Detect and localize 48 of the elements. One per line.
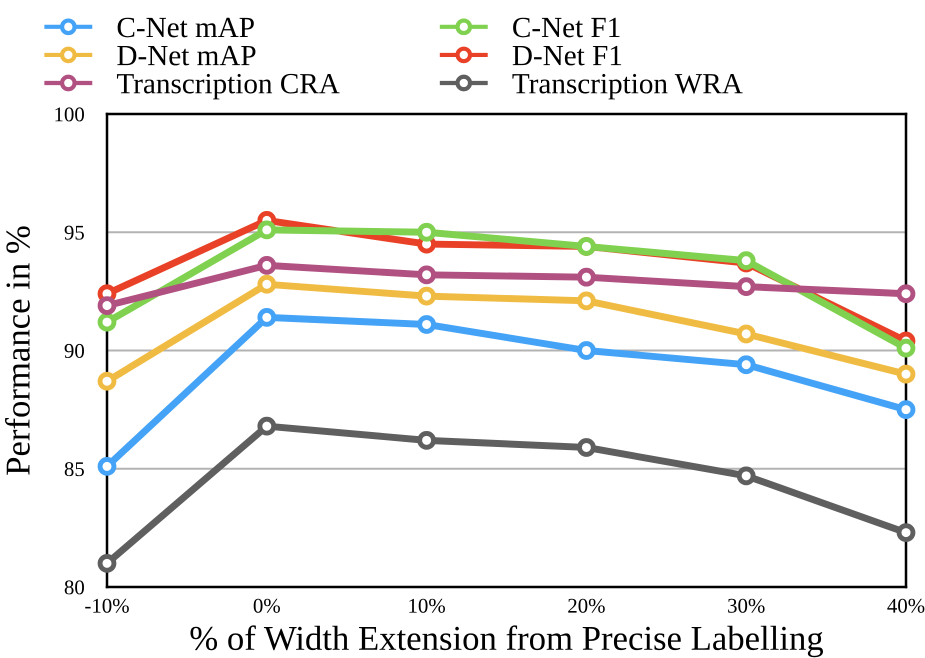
point (257, 274, 276, 294)
point (736, 355, 756, 374)
point (417, 430, 436, 450)
point (577, 268, 596, 287)
point (257, 308, 276, 327)
legend-label: Transcription WRA (512, 74, 743, 100)
y-tick-label: 100 (55, 107, 84, 122)
legend-label: Transcription CRA (116, 74, 340, 100)
x-tick-label: 0% (254, 598, 280, 613)
y-tick-label: 85 (64, 462, 84, 476)
point (417, 222, 436, 242)
point (257, 416, 276, 436)
point (736, 324, 756, 344)
point (417, 315, 436, 334)
point (257, 220, 276, 240)
y-tick-label: 80 (64, 580, 84, 594)
legend-label: D-Net F1 (512, 46, 622, 66)
y-axis-title: Performance in % (5, 226, 30, 475)
point (98, 554, 116, 573)
x-axis-title: % of Width Extension from Precise Labelling (190, 625, 824, 658)
point (577, 291, 596, 310)
point (417, 286, 436, 306)
point (98, 312, 116, 332)
legend-label: C-Net mAP (118, 18, 254, 38)
y-tick-label: 90 (64, 344, 84, 358)
point (896, 400, 916, 419)
x-tick-label: 30% (728, 598, 765, 613)
point (736, 277, 756, 296)
point (896, 523, 916, 542)
legend-label: C-Net F1 (513, 18, 620, 38)
point (896, 284, 916, 304)
point (257, 256, 276, 275)
y-tick-label: 95 (64, 226, 84, 240)
point (896, 364, 916, 384)
x-tick-label: -10% (85, 598, 129, 613)
x-tick-label: 10% (409, 598, 445, 613)
point (577, 341, 596, 360)
x-tick-label: 20% (568, 598, 605, 613)
point (736, 466, 756, 486)
point (896, 338, 916, 358)
point (98, 296, 116, 315)
legend-label: D-Net mAP (117, 46, 256, 66)
point (736, 251, 756, 270)
point (577, 438, 596, 457)
x-tick-label: 40% (887, 598, 924, 613)
point (417, 265, 436, 284)
point (98, 457, 116, 476)
point (98, 372, 116, 391)
